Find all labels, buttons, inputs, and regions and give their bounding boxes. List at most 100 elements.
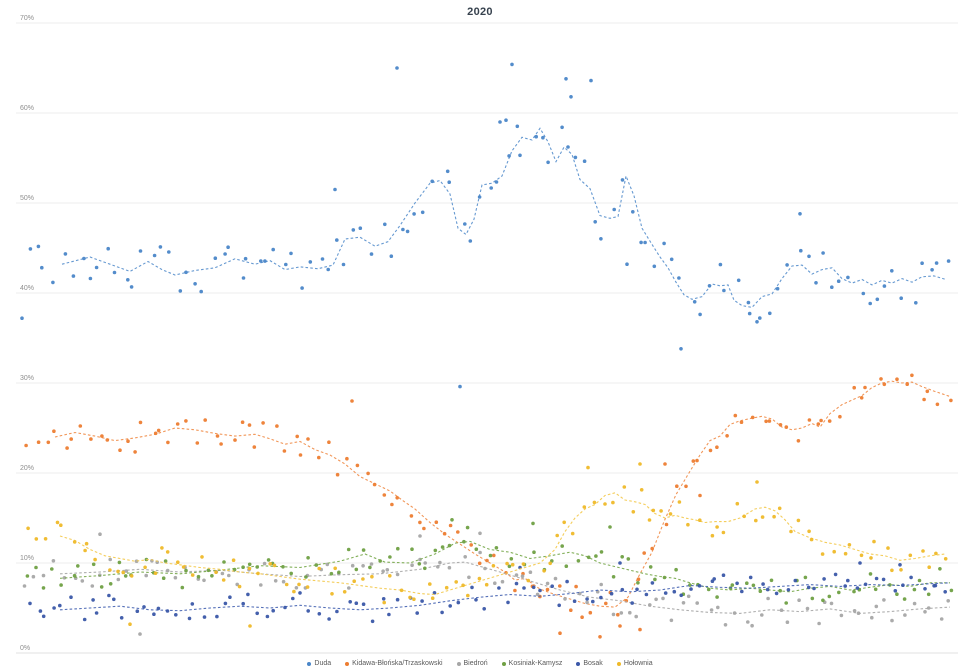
data-point-bosak <box>354 601 359 605</box>
data-point-biedron <box>447 565 452 570</box>
data-point-holownia <box>248 624 252 628</box>
data-point-duda <box>946 259 951 263</box>
y-axis-label: 30% <box>20 375 34 382</box>
data-point-kidawa-blonska-trzaskowski <box>89 437 93 441</box>
data-point-bosak <box>348 600 353 604</box>
data-point-kidawa-blonska-trzaskowski <box>796 439 801 443</box>
data-point-holownia <box>715 525 719 529</box>
data-point-biedron <box>760 613 764 617</box>
data-point-duda <box>445 169 450 174</box>
data-point-bosak <box>620 587 625 592</box>
data-point-holownia <box>899 568 903 572</box>
data-point-duda <box>199 289 203 294</box>
data-point-kosiniak-kamysz <box>76 564 80 568</box>
data-point-kidawa-blonska-trzaskowski <box>819 418 823 423</box>
data-point-duda <box>868 301 872 306</box>
data-point-kidawa-blonska-trzaskowski <box>105 438 110 442</box>
data-point-kosiniak-kamysz <box>827 594 832 599</box>
data-point-holownia <box>872 539 876 544</box>
data-point-kosiniak-kamysz <box>306 556 310 560</box>
data-point-holownia <box>153 571 158 575</box>
data-point-duda <box>82 256 86 261</box>
data-point-bosak <box>174 613 178 617</box>
legend-marker-holownia <box>616 661 621 666</box>
data-point-biedron <box>262 561 267 566</box>
data-point-bosak <box>599 595 603 600</box>
data-point-biedron <box>874 604 879 609</box>
data-point-holownia <box>231 558 236 562</box>
data-point-kidawa-blonska-trzaskowski <box>698 493 702 498</box>
data-point-duda <box>88 276 93 281</box>
data-point-kidawa-blonska-trzaskowski <box>852 385 856 390</box>
data-point-holownia <box>908 553 913 558</box>
data-point-holownia <box>582 505 587 509</box>
data-point-bosak <box>255 611 259 616</box>
data-point-kosiniak-kamysz <box>91 562 96 567</box>
data-point-bosak <box>565 579 569 584</box>
data-point-kosiniak-kamysz <box>266 558 271 562</box>
legend-label: Bosak <box>583 660 603 667</box>
data-point-kidawa-blonska-trzaskowski <box>261 421 265 425</box>
data-point-kidawa-blonska-trzaskowski <box>24 443 28 448</box>
data-point-bosak <box>933 583 938 588</box>
data-point-holownia <box>921 549 925 553</box>
data-point-kidawa-blonska-trzaskowski <box>295 434 300 439</box>
data-point-kidawa-blonska-trzaskowski <box>935 402 940 407</box>
data-point-kidawa-blonska-trzaskowski <box>739 420 744 425</box>
data-point-holownia <box>890 568 894 573</box>
data-point-kidawa-blonska-trzaskowski <box>442 531 447 536</box>
data-point-holownia <box>491 564 496 568</box>
data-point-biedron <box>220 571 225 576</box>
data-point-kosiniak-kamysz <box>281 565 285 569</box>
data-point-biedron <box>395 572 400 577</box>
data-point-holownia <box>484 582 489 587</box>
data-point-kidawa-blonska-trzaskowski <box>684 484 688 489</box>
data-point-holownia <box>603 502 607 506</box>
data-point-biedron <box>41 573 46 578</box>
data-point-kidawa-blonska-trzaskowski <box>355 463 360 468</box>
data-point-holownia <box>55 520 60 525</box>
data-point-biedron <box>553 576 558 581</box>
data-point-biedron <box>381 569 385 573</box>
data-point-bosak <box>550 584 554 588</box>
data-point-kosiniak-kamysz <box>99 585 104 589</box>
data-point-kidawa-blonska-trzaskowski <box>69 437 73 441</box>
data-point-bosak <box>41 614 46 619</box>
data-point-duda <box>226 245 230 249</box>
data-point-biedron <box>520 574 525 578</box>
data-point-biedron <box>709 608 714 612</box>
data-point-holownia <box>34 537 39 541</box>
series-holownia <box>26 462 948 628</box>
data-point-bosak <box>223 601 228 606</box>
data-point-duda <box>930 268 934 272</box>
data-point-duda <box>785 263 789 267</box>
data-point-bosak <box>361 602 366 606</box>
data-point-holownia <box>143 565 147 570</box>
data-point-duda <box>518 153 522 158</box>
data-point-bosak <box>901 583 905 587</box>
data-point-kosiniak-kamysz <box>653 577 657 582</box>
data-point-duda <box>158 245 163 249</box>
data-point-duda <box>184 270 188 275</box>
data-point-duda <box>36 244 41 249</box>
data-point-biedron <box>116 577 121 582</box>
data-point-duda <box>566 145 570 149</box>
data-point-kosiniak-kamysz <box>447 543 452 548</box>
series-biedron <box>22 531 951 636</box>
legend-item-biedron: Biedroń <box>456 660 488 667</box>
data-point-duda <box>308 260 313 264</box>
data-point-duda <box>401 227 405 232</box>
data-point-kidawa-blonska-trzaskowski <box>252 445 257 449</box>
data-point-duda <box>510 62 514 67</box>
data-point-holownia <box>721 530 726 535</box>
data-point-duda <box>504 118 508 122</box>
data-point-kosiniak-kamysz <box>108 582 113 586</box>
data-point-duda <box>112 270 117 275</box>
data-point-holownia <box>943 557 948 561</box>
data-point-duda <box>243 256 248 261</box>
data-point-bosak <box>793 578 798 583</box>
data-point-kosiniak-kamysz <box>837 590 841 595</box>
data-point-bosak <box>52 606 56 610</box>
data-point-holownia <box>297 582 301 587</box>
data-point-duda <box>326 267 331 272</box>
